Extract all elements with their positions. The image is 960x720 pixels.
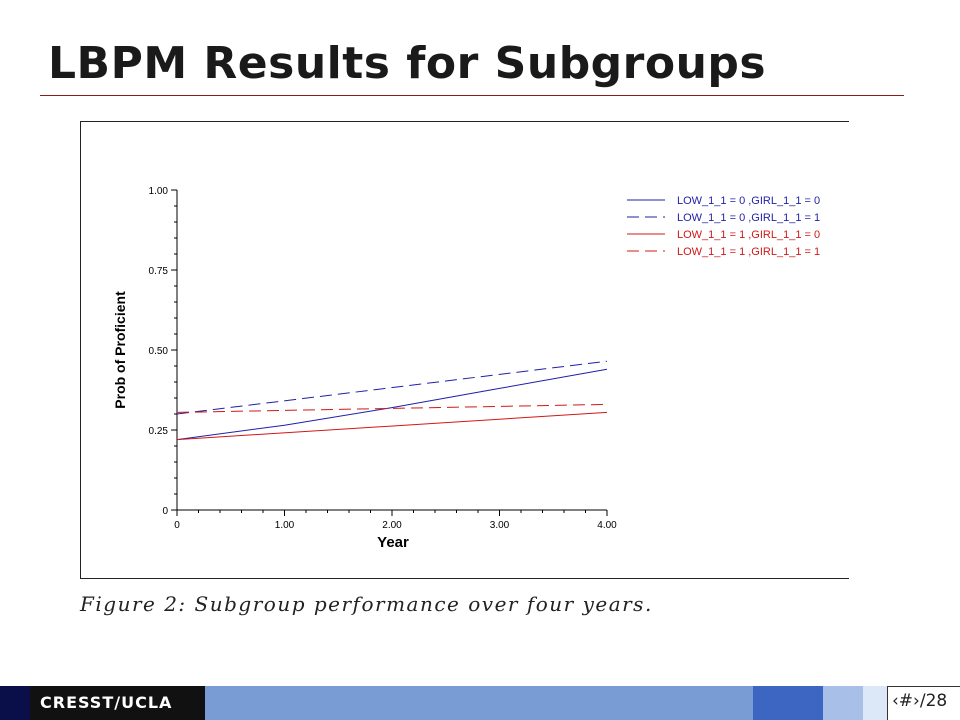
footer-pale-band: [863, 686, 887, 720]
series-line-2: [176, 360, 608, 415]
figure-caption: Figure 2: Subgroup performance over four…: [80, 592, 653, 616]
legend-label-2: LOW_1_1 = 0 ,GIRL_1_1 = 1: [677, 212, 820, 224]
footer-page-box: [887, 686, 960, 720]
x-tick-label: 2.00: [382, 520, 402, 531]
y-tick-label: 0.25: [149, 426, 169, 437]
x-tick-label: 0: [174, 520, 180, 531]
y-axis-label: Prob of Proficient: [112, 291, 128, 409]
title-divider: [40, 95, 904, 96]
footer-brand-text: CRESST/UCLA: [40, 693, 173, 712]
y-tick-label: 0.75: [149, 266, 169, 277]
x-tick-label: 4.00: [597, 520, 617, 531]
legend-label-3: LOW_1_1 = 1 ,GIRL_1_1 = 0: [677, 229, 820, 241]
series-line-1: [176, 368, 608, 441]
page-number: ‹#›/28: [892, 691, 948, 711]
footer-mid-band: [753, 686, 823, 720]
footer-light-band: [205, 686, 753, 720]
x-tick-label: 1.00: [275, 520, 295, 531]
footer-navy-block: [0, 686, 30, 720]
line-chart: 0 0.25 0.50 0.75 1.00 0 1.00 2.00 3.00 4.00 LOW_…: [112, 186, 820, 551]
series-line-3: [176, 411, 608, 441]
series-lines: [176, 360, 608, 441]
chart-frame: 0 0.25 0.50 0.75 1.00 0 1.00 2.00 3.00 4.00 LOW_…: [80, 121, 849, 579]
x-axis-ticks: 0 1.00 2.00 3.00 4.00: [174, 510, 617, 531]
y-axis-ticks: 0 0.25 0.50 0.75 1.00: [149, 186, 177, 517]
y-tick-label: 0.50: [149, 346, 169, 357]
footer-bar: CRESST/UCLA ‹#›/28: [0, 686, 960, 720]
x-axis-label: Year: [377, 534, 409, 551]
chart-legend: LOW_1_1 = 0 ,GIRL_1_1 = 0 LOW_1_1 = 0 ,GI…: [627, 195, 820, 258]
y-tick-label: 0: [162, 506, 168, 517]
chart-axes: [176, 190, 607, 511]
x-tick-label: 3.00: [490, 520, 510, 531]
y-tick-label: 1.00: [149, 186, 169, 197]
footer-brand-block: [30, 686, 205, 720]
footer-lighter-band: [823, 686, 863, 720]
slide-title: LBPM Results for Subgroups: [48, 38, 767, 89]
legend-label-4: LOW_1_1 = 1 ,GIRL_1_1 = 1: [677, 246, 820, 258]
legend-label-1: LOW_1_1 = 0 ,GIRL_1_1 = 0: [677, 195, 820, 207]
